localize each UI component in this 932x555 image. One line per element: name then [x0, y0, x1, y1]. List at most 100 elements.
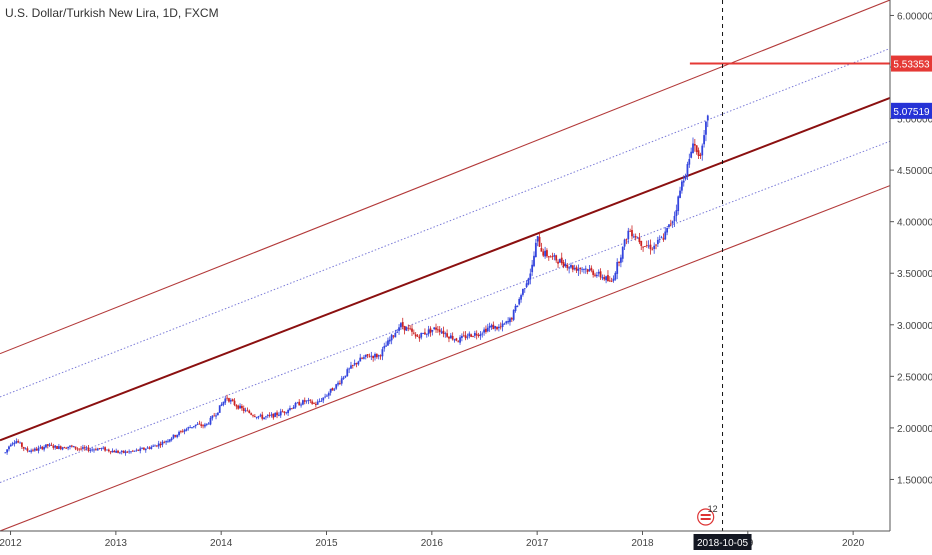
candle-body: [660, 237, 663, 239]
candle-body: [418, 336, 421, 339]
candle-body: [276, 412, 278, 416]
candle-body: [442, 330, 445, 334]
candle-body: [279, 411, 282, 416]
candle-body: [83, 447, 86, 449]
candle-body: [436, 329, 439, 331]
horizontal-level-label: 5.53353: [893, 60, 930, 71]
candle-body: [399, 323, 402, 328]
candle-body: [664, 231, 667, 240]
candle-body: [113, 450, 116, 453]
candle-body: [697, 150, 700, 156]
candle-body: [501, 323, 504, 327]
candle-body: [141, 448, 143, 450]
candle-body: [605, 276, 608, 281]
candle-body: [588, 269, 591, 271]
candle-body: [534, 242, 537, 257]
candle-body: [388, 339, 391, 342]
candle-body: [303, 400, 306, 402]
candle-body: [224, 398, 227, 403]
candle-body: [346, 369, 349, 377]
candle-body: [296, 402, 299, 404]
candle-body: [618, 261, 620, 263]
candle-body: [324, 396, 326, 398]
candle-body: [344, 375, 347, 378]
candle-body: [555, 255, 558, 261]
candle-body: [669, 223, 672, 225]
candle-body: [370, 355, 373, 357]
candle-body: [259, 414, 262, 416]
candle-body: [361, 357, 363, 359]
candle-body: [599, 271, 602, 278]
candle-body: [174, 435, 177, 437]
plot-area: [0, 0, 890, 531]
candle-body: [250, 413, 253, 415]
candle-body: [130, 451, 132, 453]
candle-body: [470, 334, 473, 337]
candle-body: [253, 416, 256, 418]
candle-body: [677, 196, 680, 212]
candle-body: [431, 329, 434, 332]
candle-body: [351, 364, 354, 366]
candle-body: [292, 406, 295, 409]
candle-body: [446, 333, 449, 337]
candle-body: [87, 447, 90, 451]
candle-body: [477, 335, 480, 337]
candle-body: [520, 295, 522, 300]
candle-body: [146, 447, 149, 449]
candle-body: [218, 405, 221, 413]
candle-body: [516, 305, 519, 308]
candle-body: [172, 434, 175, 439]
candle-body: [183, 430, 186, 432]
candle-body: [640, 240, 643, 246]
candle-body: [154, 445, 156, 447]
candle-body: [457, 341, 460, 343]
candle-body: [305, 400, 308, 402]
candle-body: [466, 336, 469, 338]
candle-body: [198, 423, 201, 425]
candle-body: [636, 237, 639, 239]
candle-body: [612, 278, 615, 281]
candle-body: [363, 357, 365, 359]
candle-body: [302, 400, 304, 405]
candle-body: [592, 270, 595, 275]
candle-body: [179, 431, 182, 433]
candle-body: [93, 449, 95, 451]
candle-body: [222, 401, 225, 405]
candle-body: [666, 227, 669, 233]
candle-body: [703, 135, 705, 145]
candle-body: [167, 440, 169, 442]
candle-body: [170, 438, 173, 441]
candle-body: [120, 451, 123, 452]
candle-body: [124, 451, 127, 454]
x-tick-label: 2015: [315, 538, 338, 549]
candle-body: [246, 410, 249, 412]
candle-body: [248, 410, 251, 414]
candle-body: [143, 447, 145, 450]
candle-body: [499, 326, 502, 328]
candle-body: [658, 238, 661, 240]
candle-body: [281, 411, 284, 413]
candle-body: [309, 399, 312, 401]
candle-body: [337, 382, 339, 385]
candle-body: [241, 405, 243, 409]
candle-body: [33, 448, 36, 451]
candle-body: [316, 401, 319, 405]
candle-body: [168, 439, 171, 442]
candle-body: [472, 336, 474, 337]
candle-body: [244, 409, 247, 411]
candle-body: [139, 448, 142, 451]
candle-body: [19, 442, 21, 444]
candle-body: [649, 244, 652, 250]
candle-body: [355, 363, 358, 364]
candle-body: [98, 448, 101, 449]
candle-body: [688, 159, 691, 165]
candle-body: [45, 444, 47, 448]
candle-body: [155, 445, 158, 447]
candle-body: [390, 334, 393, 341]
candle-body: [509, 318, 511, 323]
candle-body: [364, 354, 367, 357]
candle-body: [514, 305, 517, 311]
candle-body: [411, 328, 413, 332]
